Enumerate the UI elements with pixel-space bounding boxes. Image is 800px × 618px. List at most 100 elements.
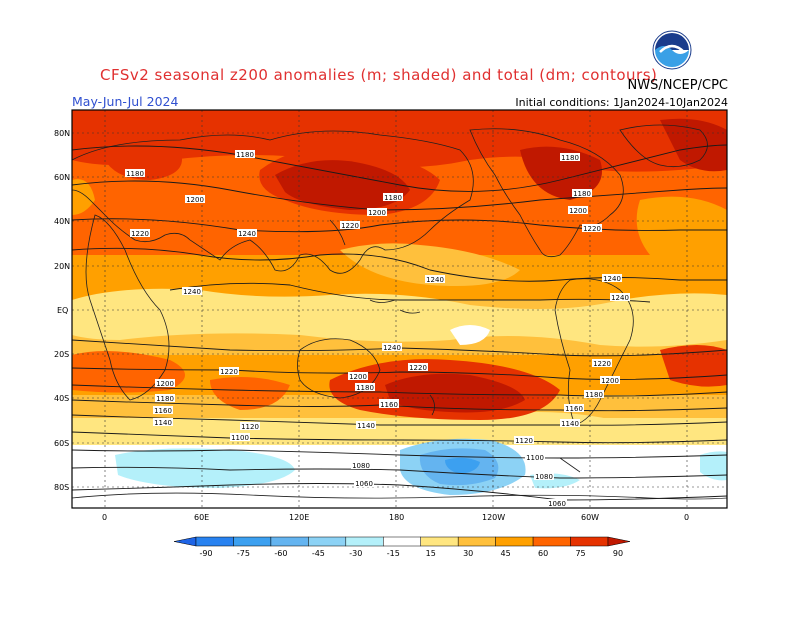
svg-text:1200: 1200 <box>368 209 386 217</box>
svg-text:1220: 1220 <box>409 364 427 372</box>
contour-label: 1080 <box>351 461 371 470</box>
svg-text:1180: 1180 <box>561 154 579 162</box>
svg-text:1140: 1140 <box>357 422 375 430</box>
legend-tick-label: -90 <box>199 549 212 558</box>
svg-text:1120: 1120 <box>241 423 259 431</box>
legend-tick-label: 60 <box>538 549 548 558</box>
contour-label: 1180 <box>155 394 175 403</box>
contour-label: 1140 <box>153 418 173 427</box>
contour-label: 1180 <box>125 169 145 178</box>
contour-label: 1180 <box>572 189 592 198</box>
legend-tick-label: 30 <box>463 549 473 558</box>
contour-label: 1180 <box>584 390 604 399</box>
lat-label: 80S <box>54 483 69 492</box>
lon-label: 0 <box>102 513 107 522</box>
legend-tick-label: -60 <box>274 549 287 558</box>
legend-swatch <box>495 536 534 547</box>
forecast-period: May-Jun-Jul 2024 <box>72 94 179 109</box>
svg-text:1220: 1220 <box>220 368 238 376</box>
legend-tick-label: 75 <box>575 549 585 558</box>
lon-label: 120W <box>482 513 505 522</box>
legend-swatch <box>457 536 496 547</box>
contour-label: 1180 <box>355 383 375 392</box>
contour-label: 1220 <box>219 367 239 376</box>
svg-text:1240: 1240 <box>383 344 401 352</box>
contour-label: 1200 <box>348 372 368 381</box>
svg-text:1120: 1120 <box>515 437 533 445</box>
contour-label: 1240 <box>425 275 445 284</box>
legend-swatch <box>570 536 609 547</box>
latitude-labels: 80N 60N 40N 20N EQ 20S 40S 60S 80S <box>54 129 70 492</box>
legend-swatch <box>195 536 234 547</box>
svg-text:1140: 1140 <box>561 420 579 428</box>
svg-text:1160: 1160 <box>154 407 172 415</box>
lon-label: 0 <box>684 513 689 522</box>
lon-label: 60W <box>581 513 599 522</box>
contour-label: 1120 <box>514 436 534 445</box>
legend-arrow-low <box>173 536 197 547</box>
contour-label: 1220 <box>408 363 428 372</box>
contour-label: 1200 <box>600 376 620 385</box>
color-legend: -90 -75 -60 -45 -30 -15 15 30 45 60 75 90 <box>173 536 631 558</box>
svg-text:1140: 1140 <box>154 419 172 427</box>
contour-label: 1180 <box>235 150 255 159</box>
legend-tick-label: -45 <box>312 549 325 558</box>
svg-text:1180: 1180 <box>585 391 603 399</box>
map-frame <box>71 109 728 509</box>
svg-text:1160: 1160 <box>380 401 398 409</box>
lon-label: 120E <box>289 513 309 522</box>
legend-swatch <box>420 536 459 547</box>
initial-conditions: Initial conditions: 1Jan2024-10Jan2024 <box>515 96 728 109</box>
contour-label: 1240 <box>610 293 630 302</box>
lat-label: 20S <box>54 350 69 359</box>
contour-label: 1200 <box>155 379 175 388</box>
svg-text:1200: 1200 <box>349 373 367 381</box>
svg-text:1180: 1180 <box>573 190 591 198</box>
contour-label: 1060 <box>547 499 567 508</box>
chart-title: CFSv2 seasonal z200 anomalies (m; shaded… <box>100 66 658 84</box>
noaa-logo-icon <box>652 30 692 70</box>
grid-lines <box>72 110 727 508</box>
legend-swatch <box>345 536 384 547</box>
svg-text:1180: 1180 <box>236 151 254 159</box>
contour-label: 1240 <box>237 229 257 238</box>
svg-text:1240: 1240 <box>183 288 201 296</box>
contour-label: 1200 <box>367 208 387 217</box>
lat-label: 40N <box>54 217 70 226</box>
legend-swatch <box>383 536 421 547</box>
longitude-labels: 0 60E 120E 180 120W 60W 0 <box>102 513 689 522</box>
contour-label: 1160 <box>153 406 173 415</box>
svg-text:1180: 1180 <box>156 395 174 403</box>
lon-label: 60E <box>194 513 209 522</box>
svg-text:1080: 1080 <box>535 473 553 481</box>
svg-text:1220: 1220 <box>131 230 149 238</box>
contour-label: 1180 <box>560 153 580 162</box>
svg-text:1200: 1200 <box>601 377 619 385</box>
lat-label: EQ <box>57 306 68 315</box>
contour-label: 1160 <box>379 400 399 409</box>
legend-arrow-high <box>607 536 631 547</box>
svg-text:1240: 1240 <box>611 294 629 302</box>
legend-swatch <box>270 536 309 547</box>
contour-label: 1080 <box>534 472 554 481</box>
svg-text:1200: 1200 <box>156 380 174 388</box>
svg-text:1180: 1180 <box>356 384 374 392</box>
legend-swatch <box>308 536 347 547</box>
svg-text:1220: 1220 <box>341 222 359 230</box>
legend-tick-label: 90 <box>613 549 623 558</box>
svg-text:1240: 1240 <box>238 230 256 238</box>
svg-text:1240: 1240 <box>603 275 621 283</box>
svg-text:1200: 1200 <box>186 196 204 204</box>
contour-label: 1240 <box>382 343 402 352</box>
legend-tick-label: -30 <box>349 549 362 558</box>
legend-tick-label: -15 <box>387 549 400 558</box>
svg-text:1240: 1240 <box>426 276 444 284</box>
contour-labels: 1180 1180 1180 1180 1180 1200 1200 1200 1220 1220… <box>125 150 630 508</box>
lat-label: 80N <box>54 129 70 138</box>
contour-label: 1180 <box>383 193 403 202</box>
contour-label: 1200 <box>185 195 205 204</box>
lat-label: 60N <box>54 173 70 182</box>
contour-label: 1220 <box>340 221 360 230</box>
lat-label: 60S <box>54 439 69 448</box>
